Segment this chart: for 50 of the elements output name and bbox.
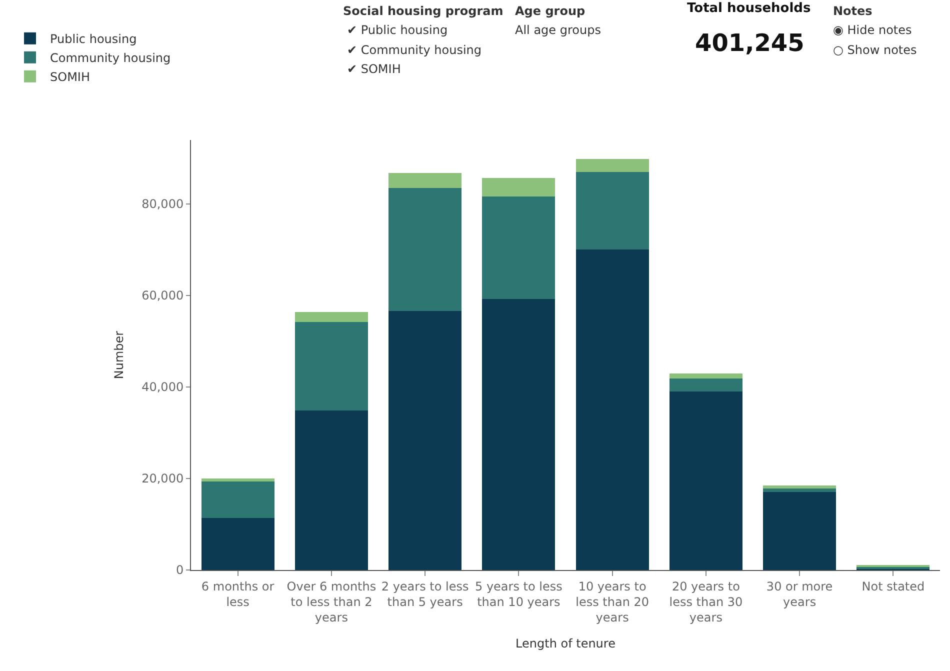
text: Age group: [515, 4, 586, 18]
text: Social housing program: [343, 4, 504, 18]
bar: [482, 196, 556, 300]
x-tick-label: 30 or more years: [766, 579, 833, 609]
x-tick-label: 20 years to less than 30 years: [669, 579, 743, 625]
y-tick-label: 60,000: [142, 288, 184, 303]
text: ○ Show notes: [833, 43, 917, 57]
bar: [763, 488, 836, 492]
x-tick-label: 10 years to less than 20 years: [576, 579, 650, 625]
legend-label: Community housing: [50, 51, 171, 66]
text: All age groups: [515, 23, 601, 37]
bar: [669, 373, 742, 378]
bar: [294, 312, 368, 322]
x-tick-label: Over 6 months to less than 2 years: [286, 579, 376, 625]
bar: [294, 410, 368, 570]
y-axis-title: Number: [112, 330, 126, 380]
bar: [763, 485, 836, 489]
bar: [201, 482, 274, 518]
bar: [388, 188, 462, 312]
legend-label: Public housing: [50, 32, 137, 46]
y-tick-label: 0: [176, 563, 184, 578]
text: Notes: [833, 4, 872, 18]
y-tick-label: 20,000: [142, 472, 184, 486]
x-axis-title: Length of tenure: [516, 636, 616, 650]
y-tick-label: 40,000: [142, 380, 184, 394]
text: 401,245: [695, 29, 804, 57]
bar: [294, 322, 368, 410]
bar: [388, 311, 462, 570]
text: ◉ Hide notes: [833, 23, 912, 37]
x-tick-label: Not stated: [862, 579, 925, 594]
bar: [388, 172, 462, 188]
bar: [763, 492, 836, 570]
y-tick-label: 80,000: [142, 197, 184, 212]
text: ✔ Public housing: [347, 23, 448, 37]
bar: [576, 158, 649, 172]
bar: [201, 518, 274, 570]
bar: [201, 478, 274, 482]
text: Total households: [687, 1, 811, 16]
bar: [576, 172, 649, 250]
bar: [669, 378, 742, 392]
legend-label: SOMIH: [50, 70, 90, 84]
bar: [576, 249, 649, 570]
text: ✔ SOMIH: [347, 62, 401, 76]
text: ✔ Community housing: [347, 43, 482, 57]
bar: [482, 299, 556, 570]
x-tick-label: 2 years to less than 5 years: [381, 579, 469, 609]
bar: [482, 178, 556, 197]
x-tick-label: 6 months or less: [201, 579, 274, 609]
bar: [669, 392, 742, 570]
x-tick-label: 5 years to less than 10 years: [475, 579, 562, 609]
